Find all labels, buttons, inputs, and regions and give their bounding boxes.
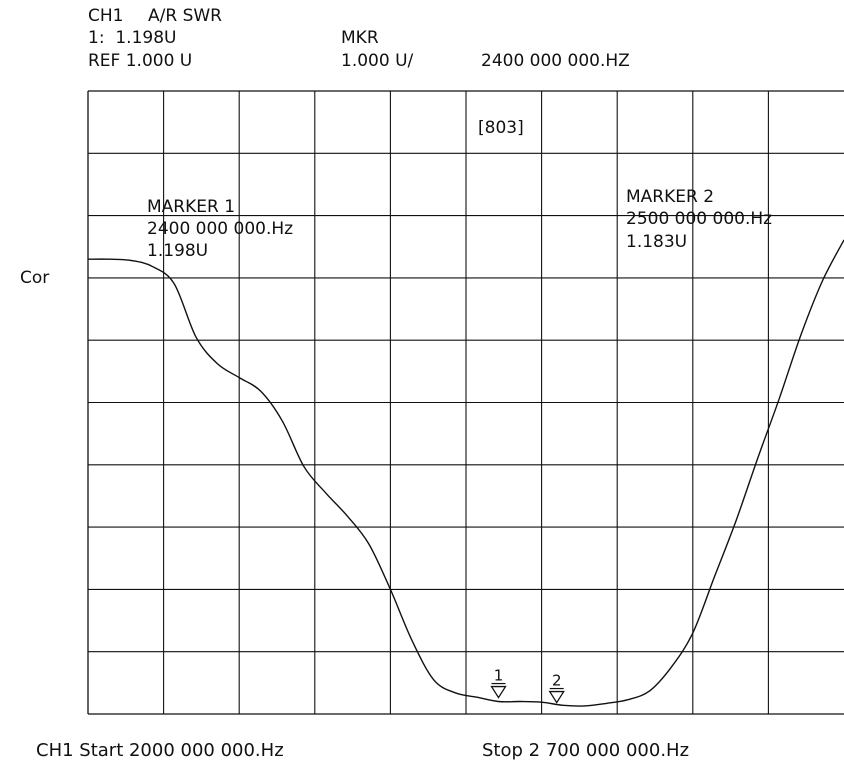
points-badge: [803] — [478, 118, 524, 138]
marker-1-triangle — [490, 685, 507, 699]
swr-trace-1 — [87, 239, 844, 707]
marker-1-value: 1.198U — [147, 241, 209, 261]
channel-label: CH1 — [88, 6, 124, 26]
scale-per-division: 1.000 U/ — [341, 51, 414, 71]
trace-layer — [87, 239, 844, 707]
marker-frequency: 2400 000 000.HZ — [481, 51, 630, 71]
start-frequency: CH1 Start 2000 000 000.Hz — [36, 740, 284, 761]
marker-2-frequency: 2500 000 000.Hz — [626, 209, 773, 229]
marker-2-value: 1.183U — [626, 232, 688, 252]
marker-2-number: 2 — [552, 672, 562, 690]
plot-grid — [87, 90, 844, 715]
measurement-format: A/R SWR — [148, 6, 222, 26]
marker-2-triangle — [548, 690, 565, 704]
stop-frequency: Stop 2 700 000 000.Hz — [482, 740, 690, 761]
marker-1-number: 1 — [494, 667, 504, 685]
correction-indicator: Cor — [20, 268, 50, 288]
reference-value: REF 1.000 U — [88, 51, 193, 71]
marker-readout: 1: 1.198U — [88, 28, 177, 48]
marker-1-title: MARKER 1 — [147, 197, 236, 217]
mkr-label: MKR — [341, 28, 379, 48]
marker-2-title: MARKER 2 — [626, 187, 715, 207]
marker-1-frequency: 2400 000 000.Hz — [147, 219, 294, 239]
